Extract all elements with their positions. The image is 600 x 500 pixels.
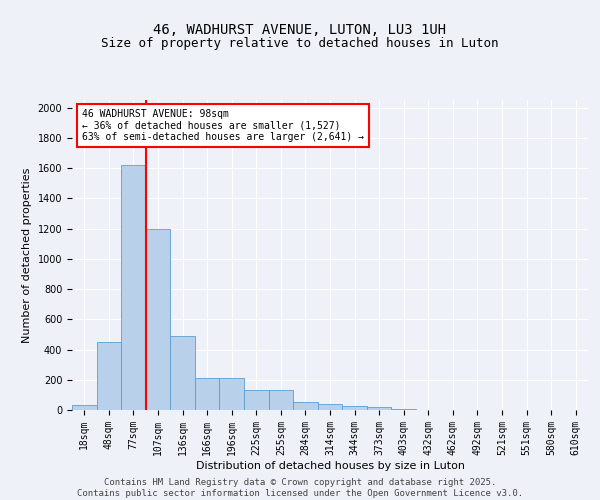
Text: 46, WADHURST AVENUE, LUTON, LU3 1UH: 46, WADHURST AVENUE, LUTON, LU3 1UH [154, 22, 446, 36]
X-axis label: Distribution of detached houses by size in Luton: Distribution of detached houses by size … [196, 460, 464, 470]
Bar [146, 228, 170, 410]
Bar [342, 406, 367, 410]
Bar [195, 378, 220, 410]
Y-axis label: Number of detached properties: Number of detached properties [22, 168, 32, 342]
Bar [244, 390, 269, 410]
Bar [170, 336, 195, 410]
Bar [220, 378, 244, 410]
Bar [121, 165, 146, 410]
Bar [97, 342, 121, 410]
Bar [72, 404, 97, 410]
Bar [318, 404, 342, 410]
Text: Size of property relative to detached houses in Luton: Size of property relative to detached ho… [101, 38, 499, 51]
Text: Contains HM Land Registry data © Crown copyright and database right 2025.
Contai: Contains HM Land Registry data © Crown c… [77, 478, 523, 498]
Text: 46 WADHURST AVENUE: 98sqm
← 36% of detached houses are smaller (1,527)
63% of se: 46 WADHURST AVENUE: 98sqm ← 36% of detac… [82, 110, 364, 142]
Bar [269, 390, 293, 410]
Bar [293, 402, 318, 410]
Bar [391, 409, 416, 410]
Bar [367, 408, 391, 410]
